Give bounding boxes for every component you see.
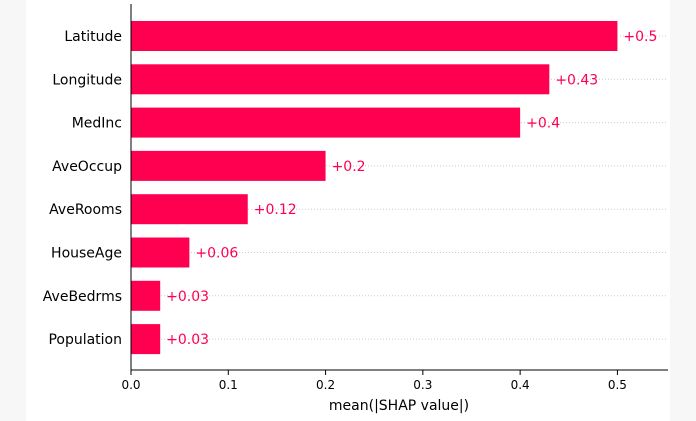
- bar-houseage: [131, 237, 190, 268]
- bar-group: [131, 21, 618, 355]
- value-label: +0.06: [195, 246, 238, 262]
- bar-averooms: [131, 194, 248, 225]
- x-tick-label: 0.3: [413, 378, 432, 392]
- x-tick-label: 0.2: [316, 378, 335, 392]
- bar-medinc: [131, 107, 521, 138]
- value-label: +0.5: [623, 29, 657, 45]
- value-label: +0.2: [332, 159, 366, 175]
- category-label: AveBedrms: [43, 289, 122, 305]
- x-tick-label: 0.5: [608, 378, 627, 392]
- left-margin-strip: [0, 0, 26, 421]
- category-label: Population: [48, 332, 122, 348]
- category-label: HouseAge: [51, 246, 122, 262]
- bar-avebedrms: [131, 280, 161, 311]
- bar-aveoccup: [131, 150, 326, 181]
- category-label: Latitude: [64, 29, 122, 45]
- x-tick-group: 0.0 0.1 0.2 0.3 0.4 0.5: [121, 370, 627, 392]
- category-label-group: Latitude Longitude MedInc AveOccup AveRooms H…: [43, 29, 122, 348]
- bar-population: [131, 324, 161, 355]
- value-label-group: +0.5 +0.43 +0.4 +0.2 +0.12 +0.06 +0.03 +0.03: [166, 29, 657, 348]
- x-axis-title: mean(|SHAP value|): [329, 398, 469, 414]
- bar-longitude: [131, 64, 550, 95]
- value-label: +0.43: [555, 72, 598, 88]
- right-margin-strip: [670, 0, 696, 421]
- value-label: +0.03: [166, 289, 209, 305]
- value-label: +0.4: [526, 116, 560, 132]
- x-tick-label: 0.1: [219, 378, 238, 392]
- category-label: AveRooms: [49, 202, 122, 218]
- x-tick-label: 0.0: [121, 378, 140, 392]
- bar-latitude: [131, 21, 618, 51]
- value-label: +0.12: [254, 202, 297, 218]
- value-label: +0.03: [166, 332, 209, 348]
- category-label: AveOccup: [52, 159, 122, 175]
- category-label: Longitude: [52, 72, 122, 88]
- x-tick-label: 0.4: [511, 378, 530, 392]
- category-label: MedInc: [72, 116, 122, 132]
